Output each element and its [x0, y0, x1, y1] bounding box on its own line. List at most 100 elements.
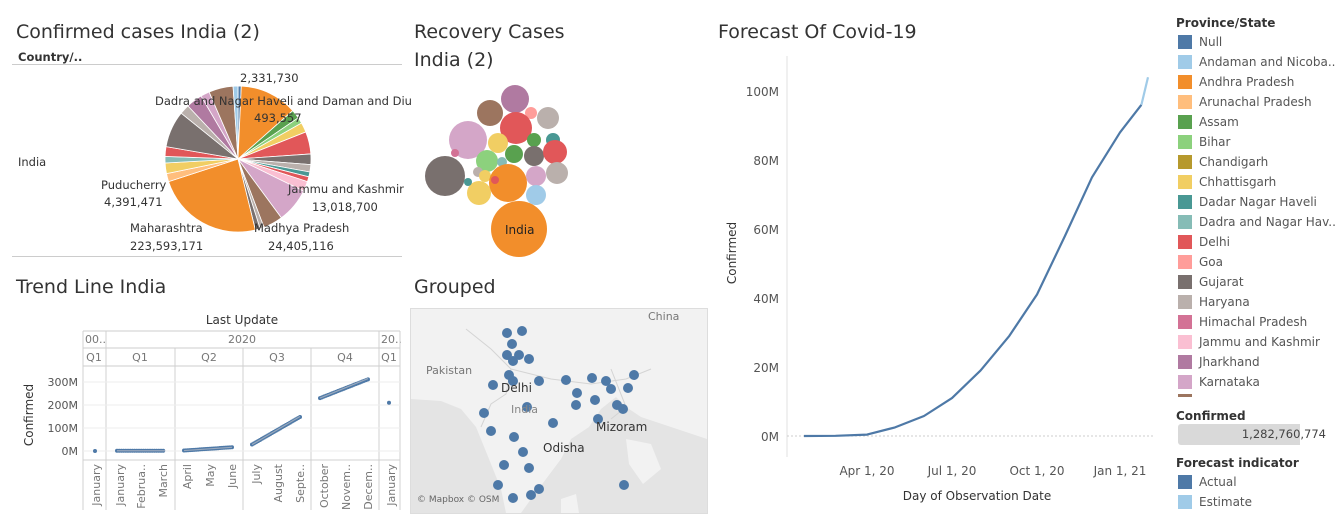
trend-y-title: Confirmed [22, 384, 36, 446]
legend-item[interactable]: Jammu and Kashmir [1178, 332, 1320, 352]
bubble [467, 181, 491, 205]
map-point [524, 354, 534, 364]
legend-swatch [1178, 175, 1192, 189]
map-point [590, 395, 600, 405]
legend-item[interactable]: Andhra Pradesh [1178, 72, 1294, 92]
legend-item[interactable]: Bihar [1178, 132, 1230, 152]
legend-item[interactable]: Goa [1178, 252, 1223, 272]
legend-swatch [1178, 55, 1192, 69]
legend-item[interactable]: Gujarat [1178, 272, 1244, 292]
legend-item[interactable]: Karnataka [1178, 372, 1260, 392]
legend-item[interactable]: Delhi [1178, 232, 1230, 252]
legend-swatch [1178, 135, 1192, 149]
map-label-pakistan: Pakistan [426, 364, 473, 377]
bubble [491, 176, 499, 184]
bubble [525, 107, 537, 119]
month-label: Novem.. [340, 464, 353, 510]
map-point [508, 376, 518, 386]
x-tick-label: Oct 1, 20 [1009, 464, 1064, 478]
map-point [486, 426, 496, 436]
forecast-legend-title: Forecast indicator [1176, 456, 1299, 470]
forecast-panel: Forecast Of Covid-19 100M 80M 60M 40M 20M 0M C… [707, 0, 1167, 522]
map-point [509, 432, 519, 442]
pie-column-header[interactable]: Country/.. [18, 50, 83, 64]
y-tick-label: 300M [48, 376, 79, 389]
legend-swatch [1178, 315, 1192, 329]
pie-row-label[interactable]: India [18, 155, 47, 169]
forecast-legend-item[interactable]: Actual [1178, 472, 1237, 492]
map-point [548, 418, 558, 428]
map-canvas[interactable] [411, 309, 707, 513]
legend-item[interactable]: Andaman and Nicoba.. [1178, 52, 1336, 72]
legend-item[interactable]: Dadar Nagar Haveli [1178, 192, 1317, 212]
confirmed-value: 1,282,760,774 [1241, 427, 1326, 441]
pie-chart[interactable] [0, 0, 405, 260]
legend-item[interactable]: Jharkhand [1178, 352, 1260, 372]
map-label-odisha: Odisha [543, 441, 585, 455]
map-label-mizoram: Mizoram [596, 420, 648, 434]
legend-item[interactable]: Dadra and Nagar Hav.. [1178, 212, 1336, 232]
map-title: Grouped [414, 276, 496, 298]
map-point [479, 408, 489, 418]
legend-label: Arunachal Pradesh [1199, 95, 1312, 109]
map-point [561, 375, 571, 385]
pie-label-top-value: 2,331,730 [240, 71, 299, 85]
map-label-china: China [648, 310, 680, 323]
forecast-chart[interactable]: 100M 80M 60M 40M 20M 0M Confirmed Apr 1, 20 Jul … [707, 0, 1167, 522]
trend-line [183, 446, 233, 452]
legend-item[interactable]: Arunachal Pradesh [1178, 92, 1312, 112]
bubble-chart[interactable] [405, 0, 705, 260]
legend-item[interactable]: Chandigarh [1178, 152, 1268, 172]
map-point [593, 414, 603, 424]
map-point [629, 370, 639, 380]
bubble [491, 201, 547, 257]
legend-swatch [1178, 215, 1192, 229]
bubble [526, 166, 546, 186]
map-point [606, 384, 616, 394]
legend-item[interactable]: Assam [1178, 112, 1239, 132]
bubble [527, 133, 541, 147]
pie-slice [168, 158, 256, 233]
map-area[interactable]: China Pakistan Delhi India Mizoram Odish… [410, 308, 708, 514]
bubble [501, 85, 529, 113]
month-label: July [250, 464, 263, 485]
map-point [571, 400, 581, 410]
bubble [543, 140, 567, 164]
map-point [488, 380, 498, 390]
legend-item[interactable]: Himachal Pradesh [1178, 312, 1307, 332]
bubble [489, 164, 527, 202]
legend-label: Dadar Nagar Haveli [1199, 195, 1317, 209]
trend-chart[interactable]: Last Update 00.. 2020 20.. Q1 Q1 Q2 Q3 Q4 Q1 300M 2… [0, 270, 405, 522]
bubble [537, 107, 559, 129]
forecast-legend-item[interactable]: Estimate [1178, 492, 1252, 512]
map-panel: Grouped China Pakistan Delhi India Mizor… [405, 270, 708, 522]
map-point [507, 339, 517, 349]
map-point [522, 402, 532, 412]
bubble-title-line2: India (2) [414, 49, 494, 71]
legend-label: Bihar [1199, 135, 1231, 149]
legend-swatch [1178, 295, 1192, 309]
legend-swatch [1178, 115, 1192, 129]
confirmed-size-bar[interactable]: 1,282,760,774 [1178, 424, 1326, 445]
bubble [464, 178, 472, 186]
x-tick-label: Apr 1, 20 [839, 464, 894, 478]
legend-item[interactable]: Chhattisgarh [1178, 172, 1276, 192]
legend-items: Null Andaman and Nicoba.. Andhra Pradesh Ar… [1178, 32, 1338, 392]
legend-item[interactable]: Haryana [1178, 292, 1250, 312]
map-point [508, 493, 518, 503]
pie-label-jk-name: Jammu and Kashmir [288, 182, 404, 196]
legend-item[interactable]: Null [1178, 32, 1222, 52]
header-divider [12, 64, 402, 65]
trend-line [251, 415, 301, 446]
legend-label: Andhra Pradesh [1199, 75, 1295, 89]
map-credit[interactable]: © Mapbox © OSM [417, 495, 500, 505]
map-point [618, 404, 628, 414]
legend-label: Null [1199, 35, 1223, 49]
pie-bottom-divider [12, 256, 402, 257]
year-label: 00.. [85, 333, 106, 346]
map-point [518, 447, 528, 457]
month-label: Februa.. [135, 464, 148, 509]
legend-swatch [1178, 475, 1192, 489]
year-label: 2020 [228, 333, 256, 346]
legend-swatch [1178, 235, 1192, 249]
